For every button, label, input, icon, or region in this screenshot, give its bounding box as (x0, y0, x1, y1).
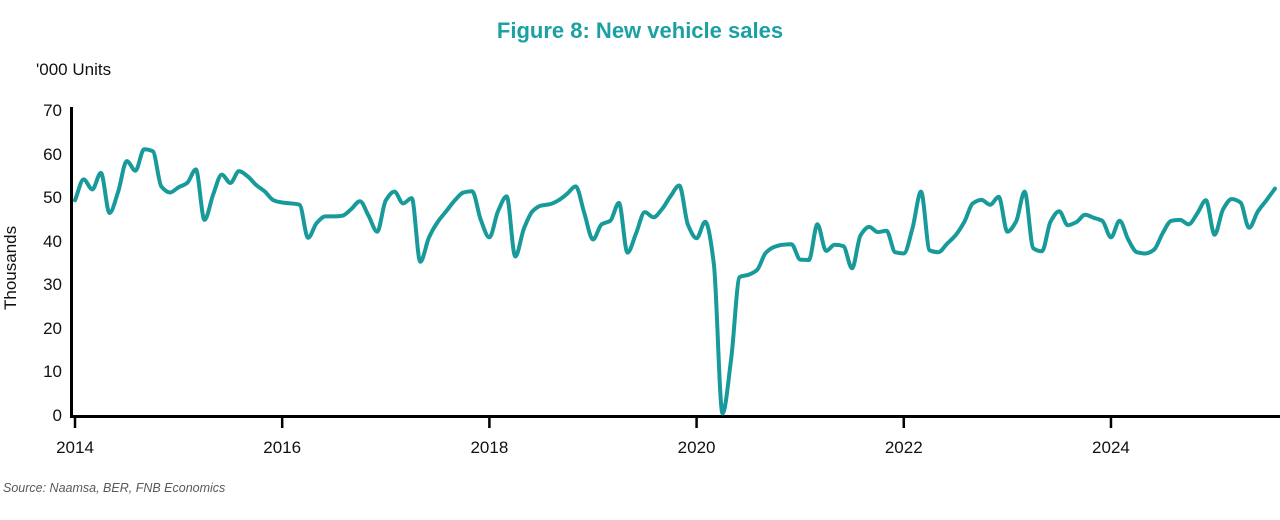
y-tick-label: 60 (43, 144, 62, 164)
x-tick-label: 2018 (470, 438, 509, 457)
sales-line-series (73, 147, 1277, 416)
chart-title: Figure 8: New vehicle sales (496, 18, 784, 43)
x-tick-label: 2022 (884, 438, 923, 457)
x-tick-label: 2014 (56, 438, 94, 457)
x-axis-tick-marks (73, 417, 1113, 428)
x-tick-label: 2024 (1092, 438, 1130, 457)
y-tick-label: 0 (52, 406, 62, 425)
y-tick-label: 20 (43, 318, 62, 338)
y-tick-label: 10 (43, 362, 62, 382)
x-tick-label: 2016 (263, 438, 302, 457)
units-label: '000 Units (36, 60, 112, 79)
y-tick-label: 50 (43, 188, 62, 208)
y-tick-label: 70 (43, 101, 62, 120)
x-tick-label: 2020 (677, 438, 716, 457)
source-note: Source: Naamsa, BER, FNB Economics (3, 481, 226, 495)
y-tick-label: 30 (43, 275, 62, 295)
y-tick-label: 40 (43, 231, 62, 251)
